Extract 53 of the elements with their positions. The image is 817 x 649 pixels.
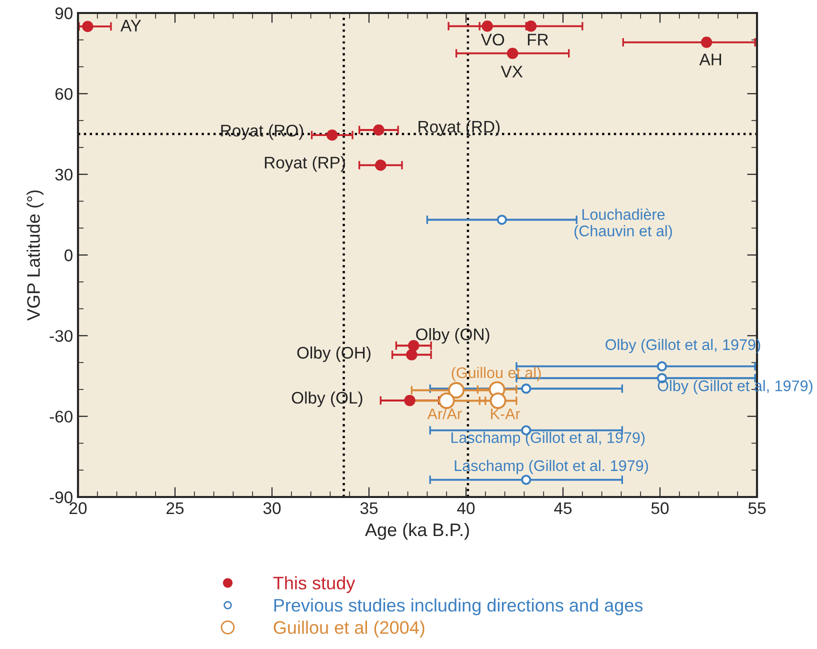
annotation: VO [480,34,504,46]
annotation: Louchadière (Chauvin et al) [574,208,672,240]
point [506,48,518,59]
legend-label: This study [273,576,356,593]
point [375,160,386,171]
point [438,392,455,409]
annotation: VX [500,66,523,78]
annotation: Laschamp (Gillot et al. 1979) [454,460,648,474]
y-tick-label: 30 [55,168,72,181]
point [525,20,537,32]
annotation: Royat (RD) [418,120,500,136]
x-tick-label: 30 [263,502,281,514]
point [490,392,506,409]
point [448,382,465,399]
annotation: AY [120,20,142,32]
point [656,361,668,372]
point [521,474,532,485]
point [700,36,712,48]
y-tick-label: -90 [50,491,72,504]
point [496,214,507,225]
y-tick-label: 90 [55,7,72,20]
annotation: Ar/Ar [427,408,462,420]
x-tick-label: 25 [166,502,184,514]
annotation: Laschamp (Gillot et al, 1979) [451,432,645,446]
point [82,20,94,32]
point [404,394,416,406]
annotation: Royat (RP) [264,156,345,172]
y-tick-label: 60 [55,88,72,100]
annotation: FR [528,34,548,46]
x-tick-label: 45 [554,502,572,514]
point [482,20,493,32]
annotation: K-Ar [491,408,520,420]
y-axis-title: VGP Latitude (°) [26,190,44,321]
legend-label: Previous studies including directions and ages [274,598,643,616]
annotation: Olby (ON) [416,328,490,344]
x-axis-title: Age (ka B.P.) [365,522,469,540]
annotation: AH [699,54,722,66]
x-tick-label: 50 [651,502,669,514]
y-tick-label: -60 [50,410,72,423]
point [521,384,532,394]
y-tick-label: 0 [64,249,72,262]
x-tick-label: 35 [360,502,378,514]
point [373,124,384,136]
annotation: Olby (OH) [297,346,370,362]
annotation: Royat (RO) [221,124,304,140]
legend-label: Guillou et al (2004) [274,620,424,638]
y-tick-label: -30 [50,330,72,342]
x-tick-label: 55 [748,502,766,514]
annotation: Olby (OL) [292,391,362,407]
x-tick-label: 40 [457,502,475,514]
point [326,129,338,141]
point [406,349,418,360]
x-tick-label: 20 [70,502,87,514]
